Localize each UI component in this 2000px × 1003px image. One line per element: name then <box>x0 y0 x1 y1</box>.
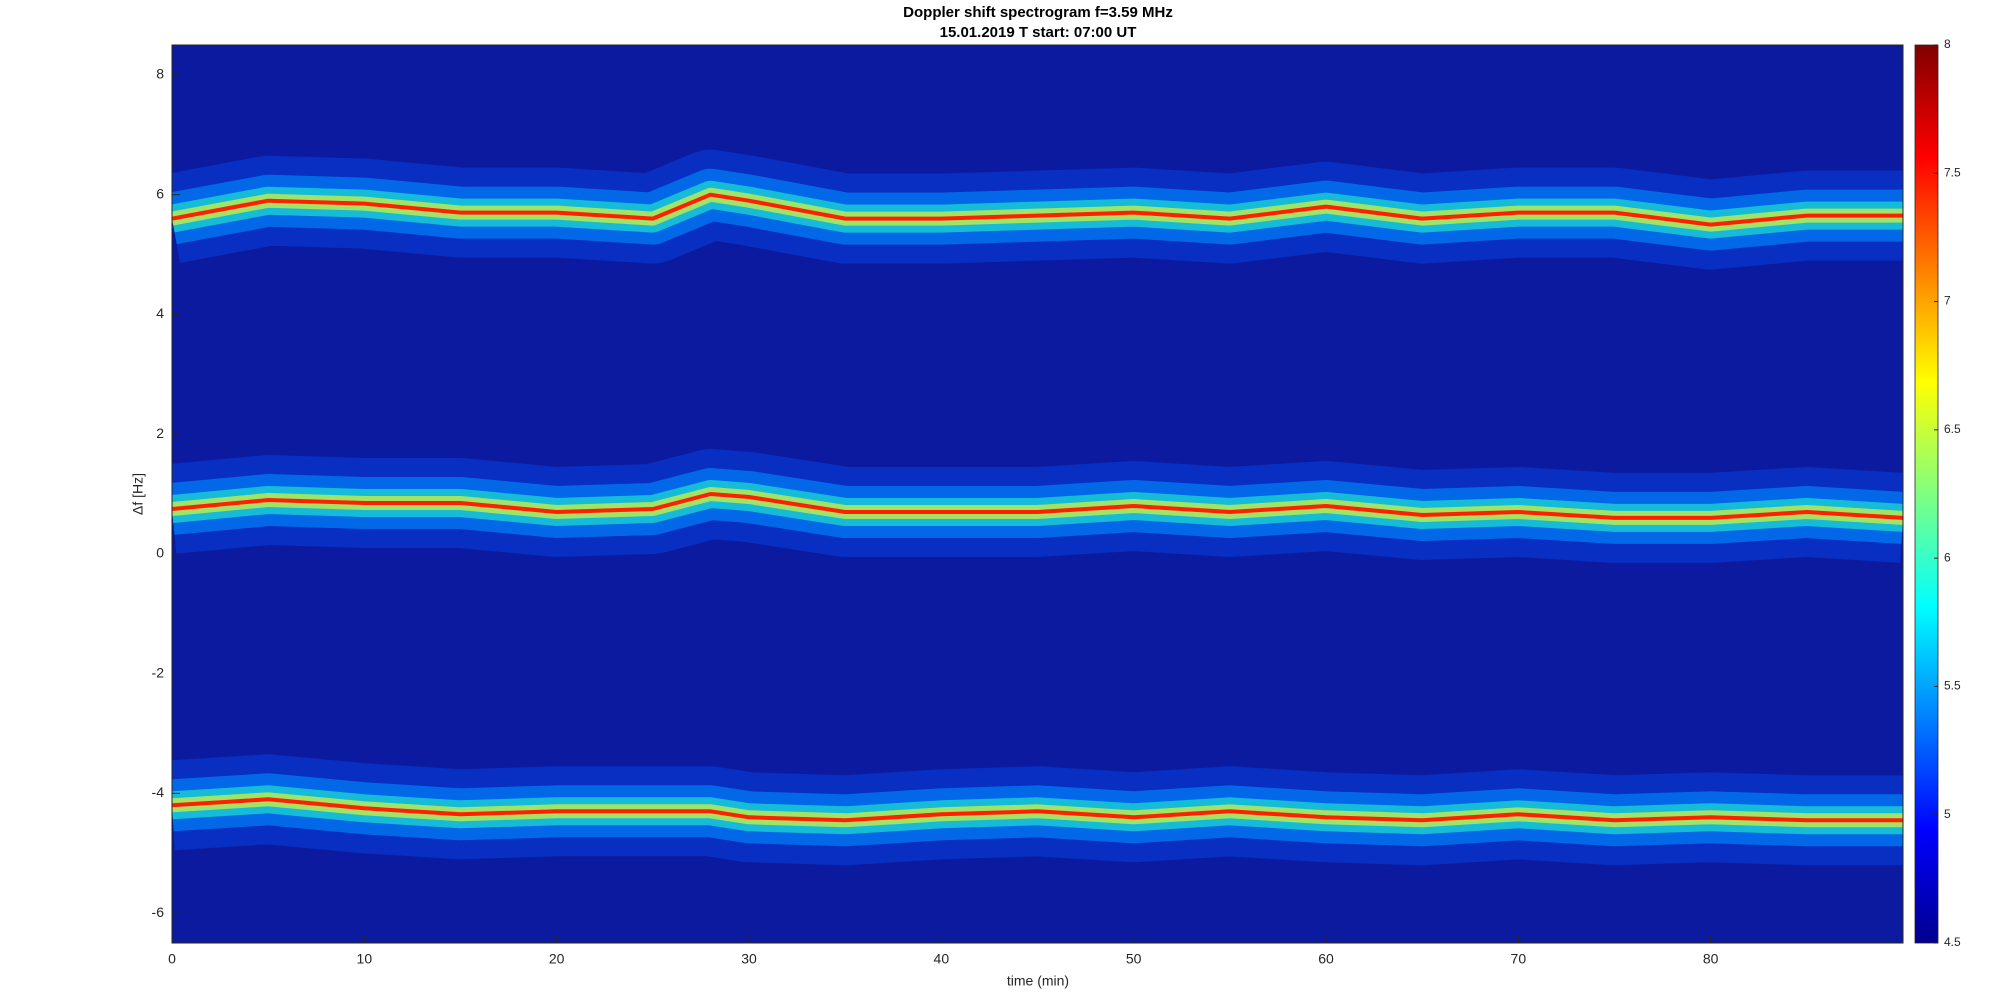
y-tick-label: 6 <box>156 185 164 201</box>
x-tick-label: 50 <box>1126 951 1142 967</box>
x-tick-label: 0 <box>168 951 176 967</box>
y-tick-label: -6 <box>152 904 165 920</box>
y-axis-label: Δf [Hz] <box>130 473 146 515</box>
x-tick-label: 40 <box>934 951 950 967</box>
y-tick-label: 4 <box>156 305 164 321</box>
x-tick-label: 10 <box>357 951 373 967</box>
colorbar-tick-label: 8 <box>1944 37 1951 51</box>
x-tick-label: 60 <box>1318 951 1334 967</box>
colorbar-tick-label: 6 <box>1944 550 1951 564</box>
y-tick-label: 0 <box>156 545 164 561</box>
y-tick-label: -4 <box>152 784 165 800</box>
doppler-trace <box>172 797 1903 823</box>
spectrogram-traces <box>172 149 1903 866</box>
plot-frame <box>171 44 1904 944</box>
doppler-trace <box>172 492 1903 520</box>
doppler-trace <box>172 192 1903 227</box>
colorbar-tick-label: 5 <box>1944 807 1951 821</box>
colorbar-tick-label: 4.5 <box>1944 935 1961 949</box>
colorbar-tick-label: 6.5 <box>1944 422 1961 436</box>
colorbar <box>1914 44 1939 944</box>
y-tick-label: -2 <box>152 664 165 680</box>
x-tick-label: 30 <box>741 951 757 967</box>
colorbar-tick-label: 7 <box>1944 294 1951 308</box>
colorbar-tick-label: 5.5 <box>1944 679 1961 693</box>
colorbar-tick-label: 7.5 <box>1944 165 1961 179</box>
x-tick-label: 70 <box>1511 951 1527 967</box>
y-tick-label: 2 <box>156 425 164 441</box>
x-axis-label: time (min) <box>1007 973 1069 989</box>
x-tick-label: 80 <box>1703 951 1719 967</box>
x-tick-label: 20 <box>549 951 565 967</box>
chart-subtitle: 15.01.2019 T start: 07:00 UT <box>940 24 1137 41</box>
chart-title: Doppler shift spectrogram f=3.59 MHz <box>903 4 1173 21</box>
y-tick-label: 8 <box>156 66 164 82</box>
